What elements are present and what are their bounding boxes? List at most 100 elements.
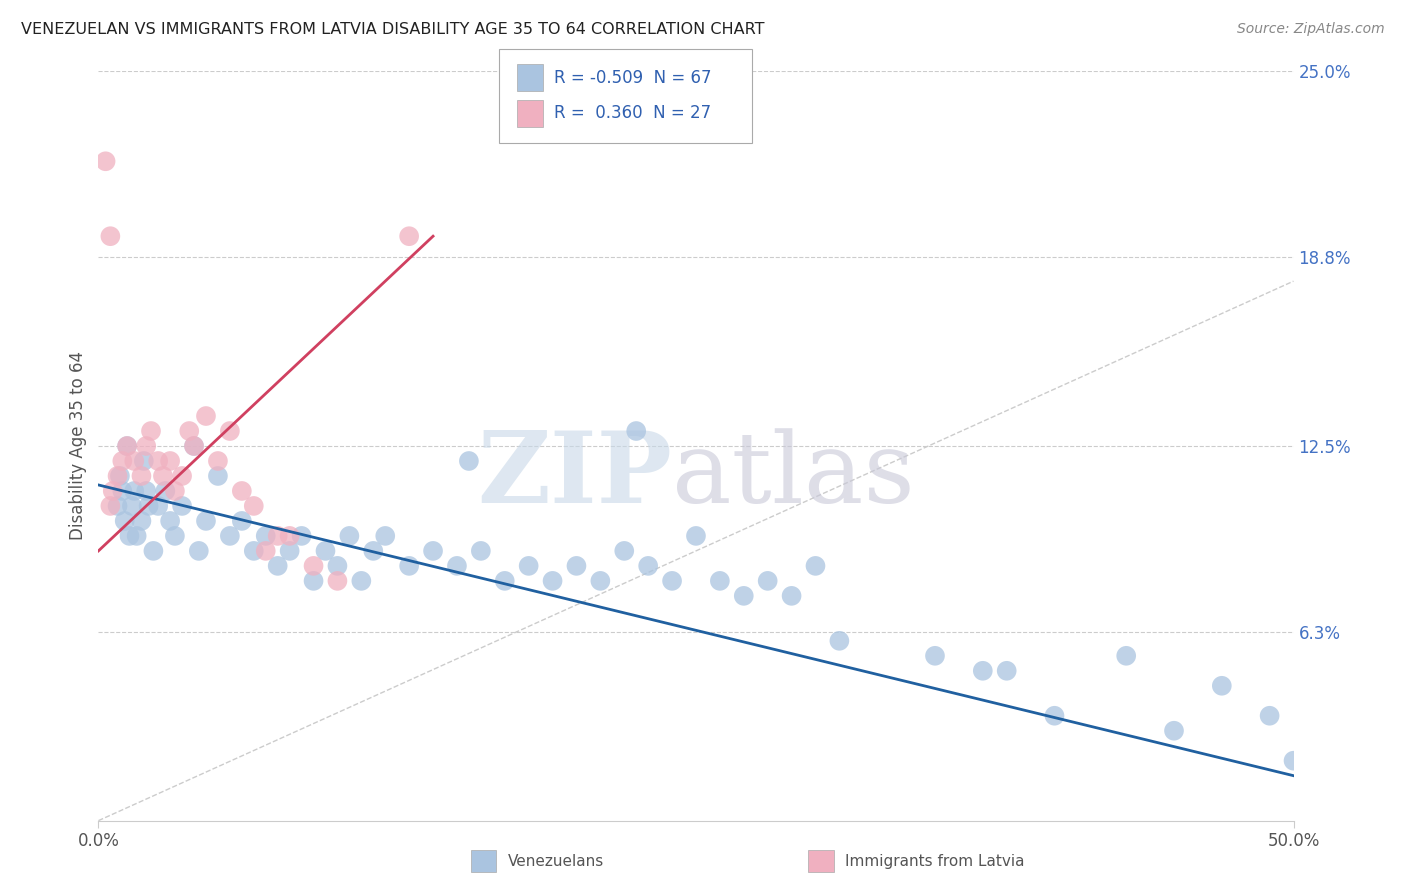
Point [138, 499, 160, 513]
Text: Venezuelans: Venezuelans [508, 855, 603, 869]
Point [111, 454, 134, 468]
Point [685, 529, 707, 543]
Point [278, 544, 301, 558]
Point [972, 664, 994, 678]
Point [243, 499, 266, 513]
Point [131, 469, 153, 483]
Point [350, 574, 373, 588]
Point [111, 483, 134, 498]
Point [422, 544, 444, 558]
Point [302, 574, 325, 588]
Point [183, 439, 205, 453]
Point [733, 589, 755, 603]
Point [132, 454, 155, 468]
Point [195, 514, 218, 528]
Point [135, 439, 157, 453]
Text: VENEZUELAN VS IMMIGRANTS FROM LATVIA DISABILITY AGE 35 TO 64 CORRELATION CHART: VENEZUELAN VS IMMIGRANTS FROM LATVIA DIS… [21, 22, 765, 37]
Point [1163, 723, 1185, 738]
Point [219, 424, 242, 438]
Point [1211, 679, 1233, 693]
Point [780, 589, 803, 603]
Point [1115, 648, 1137, 663]
Point [98, 229, 122, 244]
Point [315, 544, 337, 558]
Point [219, 529, 242, 543]
Point [207, 469, 229, 483]
Point [541, 574, 564, 588]
Point [626, 424, 648, 438]
Point [565, 558, 588, 573]
Point [195, 409, 218, 423]
Point [278, 529, 301, 543]
Text: R =  0.360  N = 27: R = 0.360 N = 27 [554, 104, 711, 122]
Point [148, 454, 170, 468]
Point [231, 483, 253, 498]
Point [108, 469, 131, 483]
Point [470, 544, 492, 558]
Point [458, 454, 481, 468]
Point [155, 483, 177, 498]
Point [98, 499, 122, 513]
Text: R = -0.509  N = 67: R = -0.509 N = 67 [554, 69, 711, 87]
Point [446, 558, 468, 573]
Point [152, 469, 174, 483]
Point [267, 529, 290, 543]
Point [243, 544, 266, 558]
Point [135, 483, 157, 498]
Point [517, 558, 540, 573]
Point [302, 558, 325, 573]
Point [374, 529, 396, 543]
Point [398, 229, 420, 244]
Point [187, 544, 209, 558]
Point [172, 499, 194, 513]
Point [159, 454, 181, 468]
Point [101, 483, 124, 498]
Point [828, 633, 851, 648]
Point [995, 664, 1018, 678]
Point [254, 544, 277, 558]
Point [179, 424, 201, 438]
Point [254, 529, 277, 543]
Point [589, 574, 612, 588]
Point [124, 483, 146, 498]
Text: atlas: atlas [672, 428, 915, 524]
Point [207, 454, 229, 468]
Y-axis label: Disability Age 35 to 64: Disability Age 35 to 64 [69, 351, 87, 541]
Point [172, 469, 194, 483]
Point [291, 529, 314, 543]
Point [804, 558, 827, 573]
Point [661, 574, 683, 588]
Text: Source: ZipAtlas.com: Source: ZipAtlas.com [1237, 22, 1385, 37]
Point [107, 469, 129, 483]
Point [163, 529, 186, 543]
Point [94, 154, 117, 169]
Point [142, 544, 165, 558]
Point [637, 558, 659, 573]
Point [125, 529, 148, 543]
Point [163, 483, 186, 498]
Point [924, 648, 946, 663]
Point [756, 574, 779, 588]
Point [121, 499, 143, 513]
Point [231, 514, 253, 528]
Point [1043, 708, 1066, 723]
Point [131, 514, 153, 528]
Point [494, 574, 516, 588]
Text: ZIP: ZIP [477, 427, 672, 524]
Point [139, 424, 162, 438]
Point [118, 529, 141, 543]
Point [115, 439, 138, 453]
Point [326, 558, 349, 573]
Point [159, 514, 181, 528]
Point [398, 558, 420, 573]
Point [124, 454, 146, 468]
Point [339, 529, 361, 543]
Point [613, 544, 636, 558]
Point [326, 574, 349, 588]
Point [1282, 754, 1305, 768]
Point [709, 574, 731, 588]
Point [183, 439, 205, 453]
Point [107, 499, 129, 513]
Point [363, 544, 385, 558]
Point [148, 499, 170, 513]
